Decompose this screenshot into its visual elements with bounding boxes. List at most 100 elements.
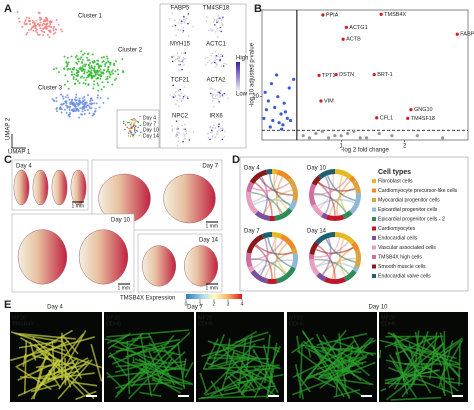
umap-dot <box>76 71 79 74</box>
point <box>277 121 281 125</box>
tissue-fiber <box>458 343 461 386</box>
umap-dot <box>117 73 120 76</box>
gene-dot <box>180 22 183 25</box>
gene-dot <box>211 131 213 133</box>
inset-dot <box>131 134 133 136</box>
gene-dot <box>223 92 226 95</box>
umap-dot <box>66 80 69 83</box>
umap-dot <box>51 98 54 101</box>
umap-dot <box>91 60 94 63</box>
umap-dot <box>38 16 41 19</box>
tissue-fiber <box>207 357 270 360</box>
umap-dot <box>91 53 94 56</box>
scale-label: 1 mm <box>206 285 219 291</box>
gene-dot <box>176 128 178 130</box>
chord-link <box>315 246 354 254</box>
umap-dot <box>87 75 90 78</box>
stain-label: CDH5 <box>106 321 121 327</box>
gene-dot <box>213 97 215 100</box>
gene-dot <box>176 144 179 147</box>
umap-dot <box>25 33 28 36</box>
inset-dot <box>134 122 136 124</box>
heart-section <box>32 169 49 206</box>
day-label: Day 7 <box>143 121 156 127</box>
point <box>281 123 285 127</box>
umap-dot <box>95 63 98 66</box>
umap-dot <box>16 11 19 14</box>
colorbar-label: High <box>236 56 248 62</box>
umap-dot <box>39 23 42 26</box>
tissue-fiber <box>124 332 144 352</box>
micro-day: Day 10 <box>368 305 388 311</box>
inset-dot <box>132 118 135 120</box>
umap-dot <box>60 93 63 96</box>
tissue-fiber <box>137 341 181 380</box>
chord-arc <box>266 278 278 284</box>
chord-link <box>314 192 347 214</box>
chord-arc <box>276 266 296 284</box>
umap-dot <box>45 23 48 26</box>
inset-dot <box>132 119 134 121</box>
tissue-fiber <box>253 366 271 380</box>
gene-dot <box>218 18 220 20</box>
gene-dot <box>183 21 186 24</box>
tissue-fiber <box>390 396 442 401</box>
umap-dot <box>77 109 80 112</box>
gene-dot <box>214 56 217 59</box>
tissue-fiber <box>352 336 365 357</box>
gene-dot <box>171 95 174 97</box>
inset-dot <box>133 133 135 135</box>
legend-swatch <box>372 255 376 259</box>
umap-dot <box>81 101 84 104</box>
inset-dot <box>129 127 132 130</box>
umap-dot <box>26 31 29 34</box>
tissue-fiber <box>106 371 125 391</box>
umap-dot <box>52 29 55 32</box>
umap-dot <box>65 61 68 64</box>
inset-dot <box>137 126 139 129</box>
gene-dot <box>220 127 222 130</box>
tissue-fiber <box>245 335 253 372</box>
chord-arc <box>274 207 293 221</box>
gene-dot <box>180 100 183 103</box>
umap-dot <box>100 71 103 74</box>
umap-dot <box>55 67 58 70</box>
gene-dot <box>183 137 186 140</box>
gene-dot <box>211 96 214 99</box>
chord-link <box>317 245 336 280</box>
inset-dot <box>132 134 135 137</box>
gene-dot <box>188 139 191 141</box>
gene-dot <box>223 62 226 65</box>
gene-dot <box>205 20 208 22</box>
legend-label: Cardiomyocytes <box>378 226 416 232</box>
inset-dot <box>127 121 129 124</box>
umap-dot <box>105 61 108 64</box>
chord-link <box>255 244 293 255</box>
umap-dot <box>91 76 94 79</box>
gene-dot <box>174 91 177 93</box>
axis-label: UMAP 1 <box>8 150 31 156</box>
umap-dot <box>105 55 108 58</box>
day-label: Day 7 <box>202 164 218 170</box>
umap-dot <box>83 63 86 66</box>
tissue-fiber <box>106 329 190 338</box>
y-axis-title: -log 10 adjusted p-value <box>250 42 256 107</box>
umap-dot <box>66 56 69 59</box>
umap-dot <box>34 27 37 30</box>
umap-dot <box>69 103 72 106</box>
chord-arc <box>249 169 268 185</box>
inset-dot <box>132 124 135 127</box>
umap-dot <box>75 54 78 57</box>
umap-dot <box>52 99 55 102</box>
umap-dot <box>94 107 97 110</box>
gene-dot <box>183 86 186 88</box>
tissue-fiber <box>240 369 276 396</box>
gene-dot <box>214 127 216 129</box>
umap-dot <box>83 99 86 102</box>
gene-dot <box>182 27 185 29</box>
legend-label: Myocardial progenitor cells <box>378 197 440 203</box>
inset-dot <box>127 135 130 137</box>
tissue-fiber <box>20 337 73 369</box>
umap-dot <box>76 79 79 82</box>
tissue-fiber <box>18 341 57 349</box>
